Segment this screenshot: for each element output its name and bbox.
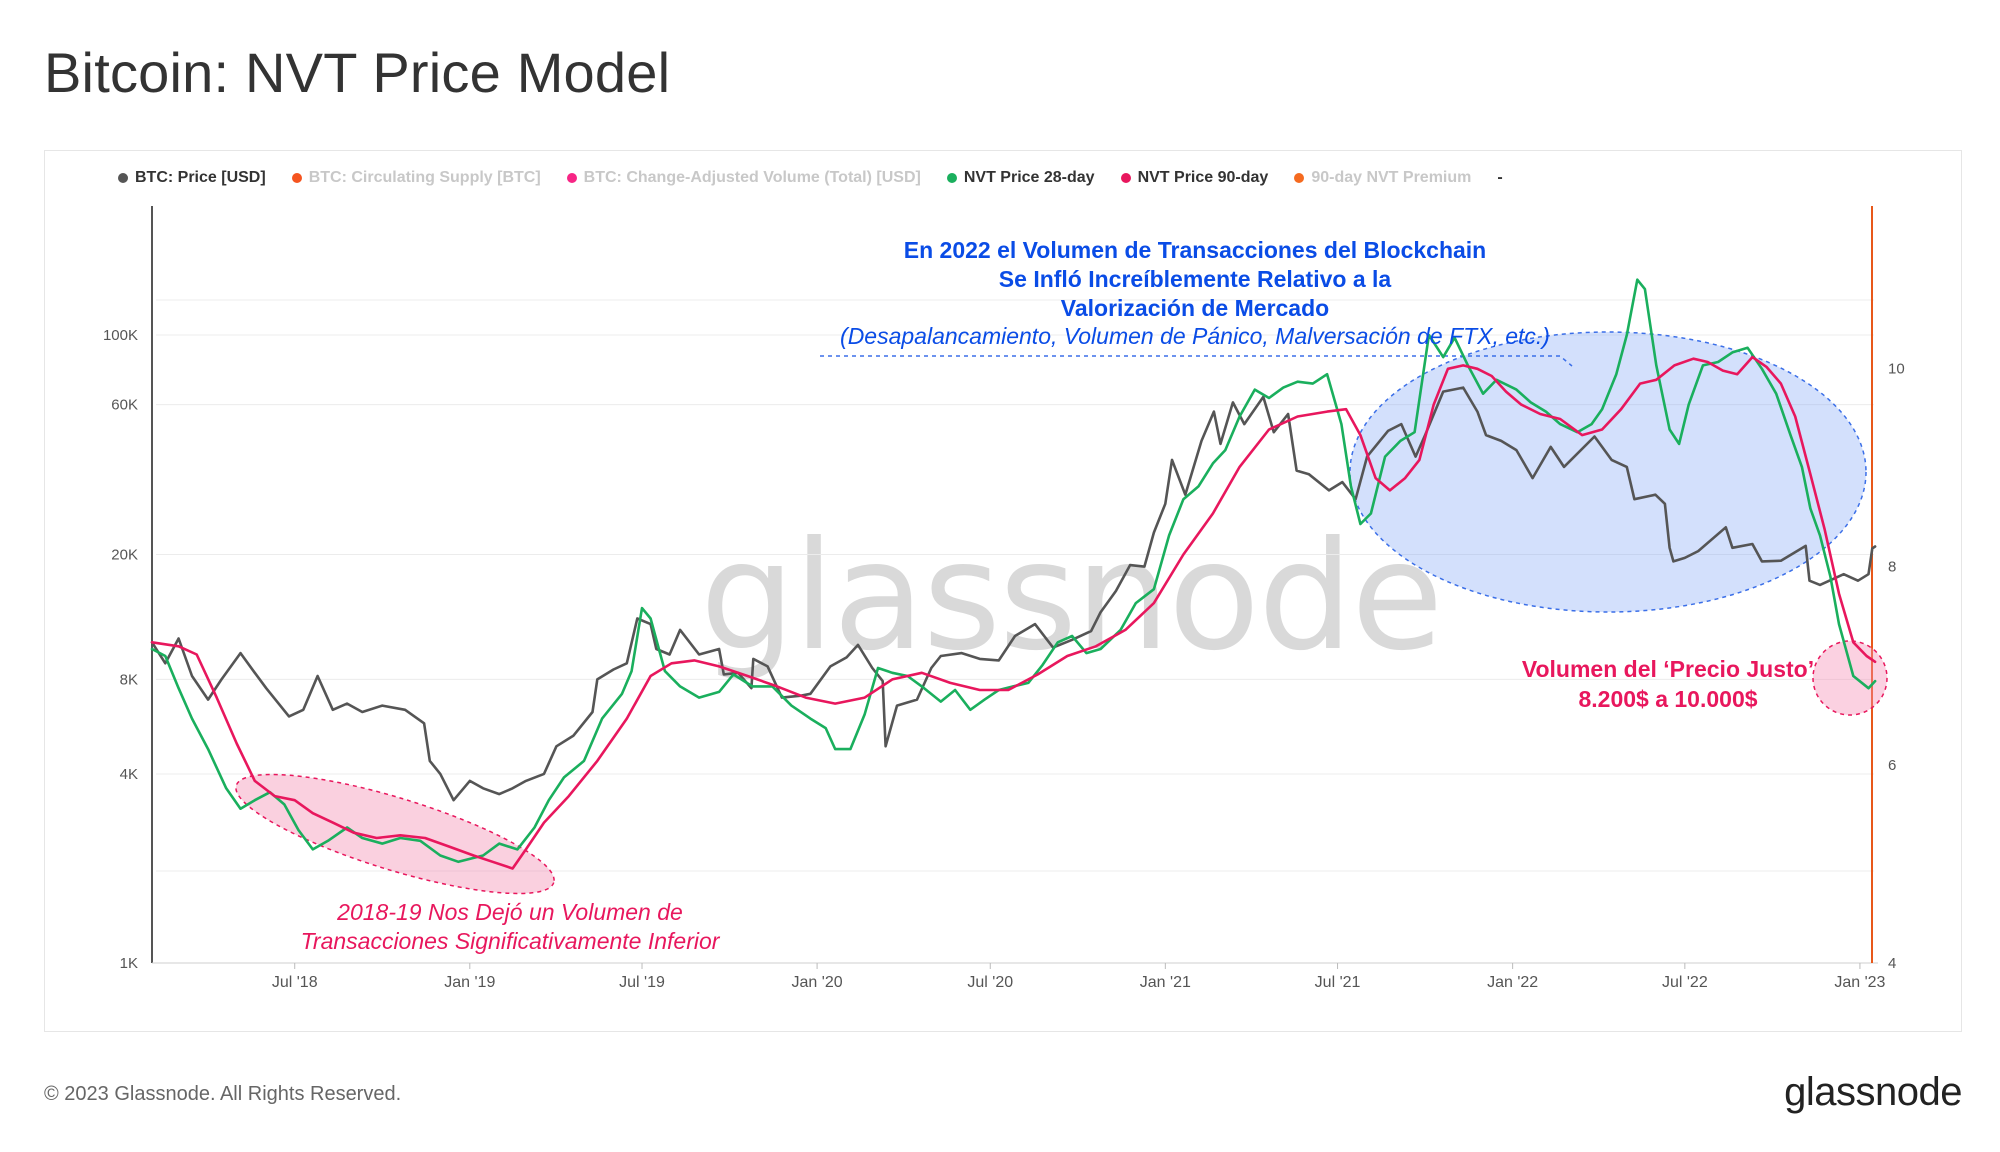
legend-dot-icon	[1294, 173, 1305, 183]
page-title: Bitcoin: NVT Price Model	[44, 41, 671, 104]
x-tick-label: Jan '22	[1487, 974, 1538, 991]
copyright-footer: © 2023 Glassnode. All Rights Reserved.	[44, 1083, 402, 1105]
chart-highlights	[235, 331, 1888, 895]
x-tick-label: Jan '20	[792, 974, 843, 991]
x-tick-label: Jul '22	[1662, 974, 1708, 991]
highlight-fair-price-circle	[1812, 640, 1888, 716]
annotation-blue-subtitle: (Desapalancamiento, Volumen de Pánico, M…	[840, 323, 1550, 349]
legend-item-0[interactable]: BTC: Price [USD]	[118, 169, 266, 187]
series-line-2	[150, 355, 1877, 870]
annotation-blue-line-3: Valorización de Mercado	[1060, 295, 1330, 321]
legend-label: -	[1497, 169, 1503, 186]
annotation-pink-left: 2018-19 Nos Dejó un Volumen de Transacci…	[230, 898, 790, 956]
legend-label: BTC: Circulating Supply [BTC]	[308, 169, 541, 186]
legend-dot-icon	[1120, 173, 1131, 183]
chart-panel	[44, 150, 1962, 1032]
annotation-blue-title: En 2022 el Volumen de Transacciones del …	[780, 236, 1610, 323]
y-right-tick-label: 8	[1888, 559, 1896, 576]
chart-legend: BTC: Price [USD] BTC: Circulating Supply …	[118, 166, 1529, 190]
legend-item-6[interactable]: -	[1497, 169, 1502, 187]
y-left-tick-label: 1K	[120, 955, 138, 972]
legend-item-3[interactable]: NVT Price 28-day	[946, 169, 1095, 187]
chart-axes	[151, 206, 1878, 964]
legend-dot-icon	[946, 173, 957, 183]
y-right-tick-label: 10	[1888, 361, 1905, 378]
x-tick-label: Jul '18	[272, 974, 318, 991]
annotation-pink-right-line-1: Volumen del ‘Precio Justo’	[1521, 656, 1815, 682]
legend-label: 90-day NVT Premium	[1311, 169, 1472, 186]
annotation-pink-left-line-2: Transacciones Significativamente Inferio…	[300, 928, 720, 954]
legend-label: BTC: Change-Adjusted Volume (Total) [USD…	[583, 169, 921, 186]
chart-series	[150, 278, 1877, 870]
y-left-tick-label: 4K	[120, 766, 138, 783]
annotation-pink-left-line-1: 2018-19 Nos Dejó un Volumen de	[337, 899, 683, 925]
x-axis-ticks: Jul '18 Jan '19 Jul '19 Jan '20 Jul '20 Jan '…	[272, 963, 1886, 991]
series-line-1	[150, 278, 1877, 864]
annotation-pink-right: Volumen del ‘Precio Justo’ 8.200$ a 10.0…	[1478, 654, 1858, 714]
highlight-2022-ellipse	[1349, 331, 1867, 613]
y-left-tick-label: 20K	[111, 546, 138, 563]
annotation-blue-connector	[820, 355, 1573, 367]
x-tick-label: Jan '21	[1140, 974, 1191, 991]
y-left-tick-label: 8K	[120, 671, 138, 688]
legend-label: NVT Price 90-day	[1137, 169, 1269, 186]
annotation-blue-line-2: Se Infló Increíblemente Relativo a la	[998, 266, 1392, 292]
legend-item-5[interactable]: 90-day NVT Premium	[1294, 169, 1471, 187]
glassnode-logo[interactable]: glassnode	[1784, 1070, 1962, 1114]
x-tick-label: Jan '19	[444, 974, 495, 991]
y-right-tick-label: 4	[1888, 955, 1896, 972]
legend-dot-icon	[291, 173, 302, 183]
legend-item-4[interactable]: NVT Price 90-day	[1120, 169, 1269, 187]
legend-label: BTC: Price [USD]	[135, 169, 266, 186]
highlight-2018-19-ellipse	[235, 773, 555, 895]
legend-label: NVT Price 28-day	[963, 169, 1095, 186]
series-line-0	[150, 386, 1877, 802]
annotation-pink-right-line-2: 8.200$ a 10.000$	[1578, 686, 1758, 712]
x-tick-label: Jan '23	[1834, 974, 1885, 991]
x-tick-label: Jul '19	[619, 974, 665, 991]
x-tick-label: Jul '20	[967, 974, 1013, 991]
y-left-tick-label: 100K	[103, 327, 138, 344]
legend-item-1[interactable]: BTC: Circulating Supply [BTC]	[291, 169, 541, 187]
annotation-blue-line-1: En 2022 el Volumen de Transacciones del …	[903, 237, 1487, 263]
x-tick-label: Jul '21	[1315, 974, 1361, 991]
y-right-tick-label: 6	[1888, 757, 1896, 774]
legend-item-2[interactable]: BTC: Change-Adjusted Volume (Total) [USD…	[566, 169, 921, 187]
legend-dot-icon	[566, 173, 577, 183]
legend-dot-icon	[118, 173, 128, 183]
y-left-tick-label: 60K	[111, 397, 138, 414]
y-axis-ticks: 1K 4K 8K 20K 60K 100K 4 6 8 10	[103, 327, 1905, 972]
